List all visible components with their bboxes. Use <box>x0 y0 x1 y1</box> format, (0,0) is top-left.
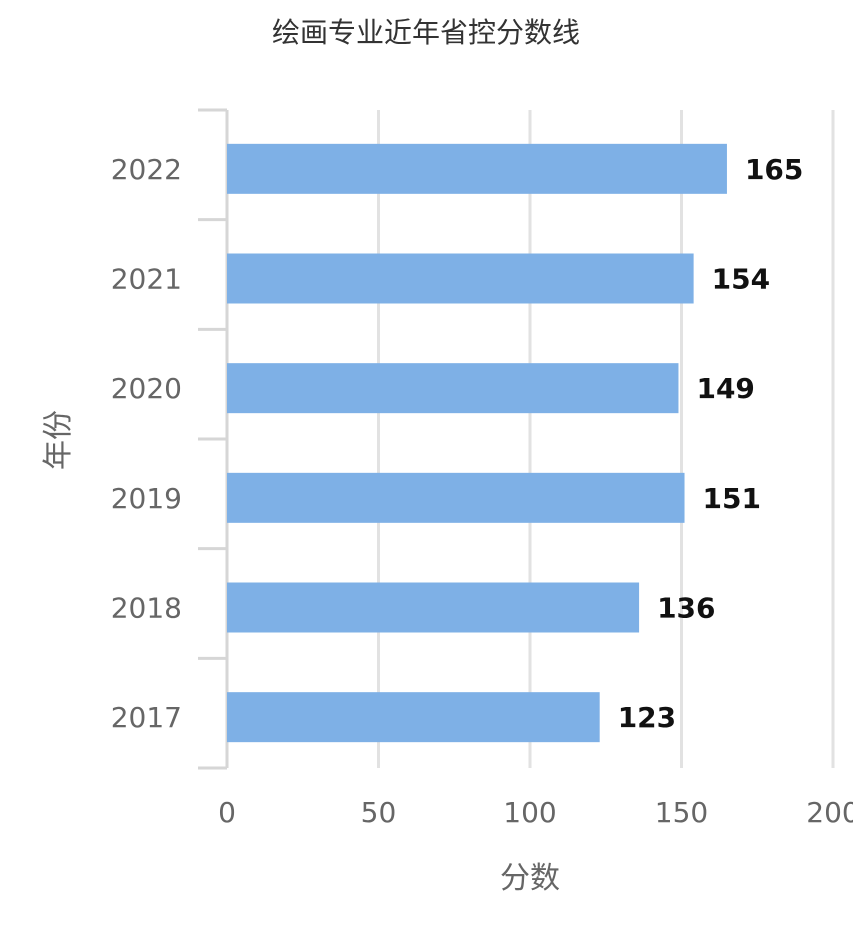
bar <box>227 253 694 304</box>
bar <box>227 472 685 523</box>
labels: 0 50 100 150 200 2022 165 2021 154 2020 149 2019 151… <box>111 153 853 829</box>
x-tick-label: 100 <box>503 796 556 829</box>
bar <box>227 143 727 194</box>
data-label: 123 <box>618 701 676 734</box>
y-tick-label: 2021 <box>111 263 182 296</box>
data-label: 154 <box>712 263 770 296</box>
axes <box>198 108 229 770</box>
data-label: 149 <box>696 372 754 405</box>
y-tick-label: 2017 <box>111 701 182 734</box>
y-tick-label: 2022 <box>111 153 182 186</box>
x-tick-label: 0 <box>218 796 236 829</box>
data-label: 151 <box>703 482 761 515</box>
bar <box>227 582 640 633</box>
y-tick-label: 2018 <box>111 592 182 625</box>
x-axis-label: 分数 <box>500 861 560 896</box>
y-tick-label: 2020 <box>111 372 182 405</box>
bar <box>227 692 600 743</box>
chart-title: 绘画专业近年省控分数线 <box>272 16 580 49</box>
bars <box>227 143 727 743</box>
x-tick-label: 50 <box>361 796 397 829</box>
data-label: 136 <box>657 592 715 625</box>
y-tick-label: 2019 <box>111 482 182 515</box>
data-label: 165 <box>745 153 803 186</box>
bar <box>227 363 679 414</box>
y-axis-label: 年份 <box>41 410 76 470</box>
x-tick-label: 200 <box>806 796 853 829</box>
grid <box>377 110 835 768</box>
x-tick-label: 150 <box>655 796 708 829</box>
